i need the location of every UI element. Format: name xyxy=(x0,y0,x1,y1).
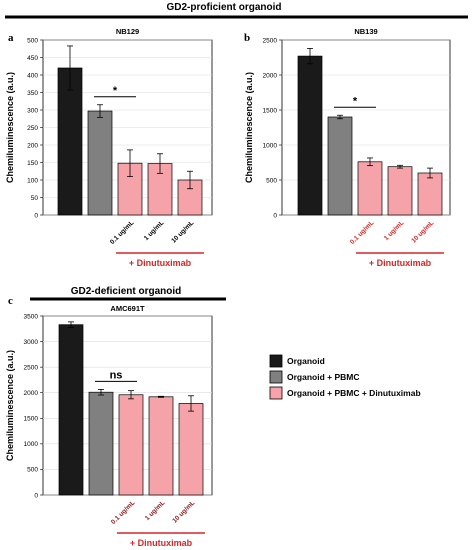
chart-a-significance-label: * xyxy=(113,85,118,97)
chart-a-ytick-label: 400 xyxy=(27,72,38,79)
chart-b-bar xyxy=(327,116,353,216)
chart-c-category-label: 10 ug/mL xyxy=(171,499,196,524)
chart-a-ytick-label: 350 xyxy=(27,90,38,97)
chart-a-bar xyxy=(87,110,113,216)
chart-a-category-label: 0.1 ug/mL xyxy=(109,219,135,245)
chart-b-ytick-label: 1500 xyxy=(263,107,278,114)
chart-c-ytick-label: 1500 xyxy=(24,416,39,423)
chart-c-significance-label: ns xyxy=(110,369,123,381)
legend-swatch-pbmc xyxy=(269,370,283,384)
chart-c-ytick-label: 3500 xyxy=(24,313,39,320)
legend-label-organoid: Organoid xyxy=(287,356,325,366)
chart-amc691t: 0 500 1000 1500 2000 2500 3000 3500 AMC691T Chemi… xyxy=(5,304,213,548)
chart-a-ytick-label: 450 xyxy=(27,55,38,62)
chart-c-bar xyxy=(178,403,204,496)
chart-c-bar xyxy=(58,324,84,496)
chart-nb129: 0 50 100 150 200 250 300 350 400 450 500 NB129 Chemi… xyxy=(5,27,213,268)
chart-b-ylabel: Chemiluminescence (a.u.) xyxy=(244,72,254,183)
panel-letter-b: b xyxy=(244,32,250,44)
chart-a-ytick-label: 100 xyxy=(27,177,38,184)
chart-c-bar xyxy=(88,391,114,496)
chart-a-ylabel: Chemiluminescence (a.u.) xyxy=(5,72,15,183)
chart-b-ytick-label: 2500 xyxy=(263,37,278,44)
chart-a-group-label: + Dinutuximab xyxy=(129,258,192,268)
chart-b-bar xyxy=(297,55,323,216)
chart-c-ytick-label: 2500 xyxy=(24,364,39,371)
legend-label-pbmc: Organoid + PBMC xyxy=(287,372,360,382)
chart-a-bar xyxy=(57,67,83,216)
chart-a-ytick-label: 50 xyxy=(31,195,39,202)
chart-c-category-label: 0.1 ug/mL xyxy=(110,499,136,525)
chart-b-ytick-label: 0 xyxy=(273,212,277,219)
chart-a-ytick-label: 500 xyxy=(27,37,38,44)
chart-a-ytick-label: 300 xyxy=(27,107,38,114)
chart-b-ytick-label: 1000 xyxy=(263,142,278,149)
chart-b-bar xyxy=(357,161,383,216)
chart-c-ytick-label: 500 xyxy=(27,467,38,474)
legend: Organoid Organoid + PBMC Organoid + PBMC… xyxy=(269,354,421,400)
header-bottom: GD2-deficient organoid xyxy=(71,286,182,297)
chart-b-ytick-label: 500 xyxy=(266,177,277,184)
chart-nb139: 0 500 1000 1500 2000 2500 NB139 Chemiluminescen… xyxy=(244,27,451,268)
chart-a-category-label: 1 ug/mL xyxy=(143,219,166,242)
chart-a-ytick-label: 200 xyxy=(27,142,38,149)
panel-letter-c: c xyxy=(8,295,13,307)
chart-c-group-label: + Dinutuximab xyxy=(130,538,193,548)
chart-b-category-label: 1 ug/mL xyxy=(383,219,406,242)
header-top: GD2-proficient organoid xyxy=(167,2,282,13)
chart-c-title: AMC691T xyxy=(110,304,145,313)
chart-b-group-label: + Dinutuximab xyxy=(369,258,432,268)
panel-letter-a: a xyxy=(8,32,14,44)
chart-b-bar xyxy=(387,166,413,216)
chart-b-category-label: 0.1 ug/mL xyxy=(349,219,375,245)
chart-c-ytick-label: 3000 xyxy=(24,339,39,346)
chart-c-bar xyxy=(148,396,174,496)
chart-a-ytick-label: 150 xyxy=(27,160,38,167)
legend-swatch-dinutuximab xyxy=(269,386,283,400)
chart-c-ytick-label: 2000 xyxy=(24,390,39,397)
chart-b-significance-label: * xyxy=(353,95,358,107)
chart-a-category-label: 10 ug/mL xyxy=(170,219,195,244)
chart-c-ytick-label: 0 xyxy=(34,492,38,499)
legend-label-dinutuximab: Organoid + PBMC + Dinutuximab xyxy=(287,388,421,398)
chart-c-bar xyxy=(118,394,144,496)
chart-a-ytick-label: 0 xyxy=(34,212,38,219)
legend-swatch-organoid xyxy=(269,354,283,368)
chart-b-ytick-label: 2000 xyxy=(263,72,278,79)
chart-a-title: NB129 xyxy=(116,27,139,36)
chart-b-bar xyxy=(417,172,443,216)
chart-c-category-label: 1 ug/mL xyxy=(144,499,167,522)
chart-c-ytick-label: 1000 xyxy=(24,441,39,448)
chart-b-category-label: 10 ug/mL xyxy=(410,219,435,244)
chart-c-ylabel: Chemiluminescence (a.u.) xyxy=(5,350,15,461)
chart-b-title: NB139 xyxy=(354,27,377,36)
chart-a-ytick-label: 250 xyxy=(27,125,38,132)
